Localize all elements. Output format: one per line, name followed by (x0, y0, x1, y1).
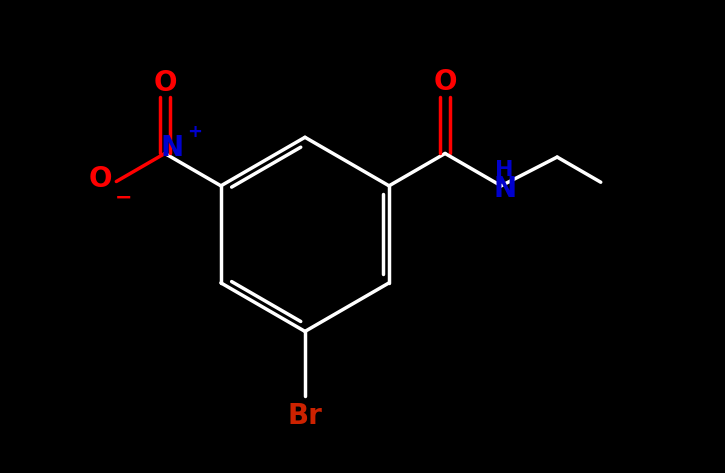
Text: N: N (160, 134, 183, 162)
Text: +: + (188, 123, 202, 141)
Text: O: O (88, 165, 112, 193)
Text: Br: Br (288, 402, 323, 430)
Text: H: H (495, 160, 514, 180)
Text: −: − (115, 187, 132, 207)
Text: O: O (434, 68, 457, 96)
Text: N: N (493, 175, 516, 203)
Text: O: O (153, 69, 177, 97)
